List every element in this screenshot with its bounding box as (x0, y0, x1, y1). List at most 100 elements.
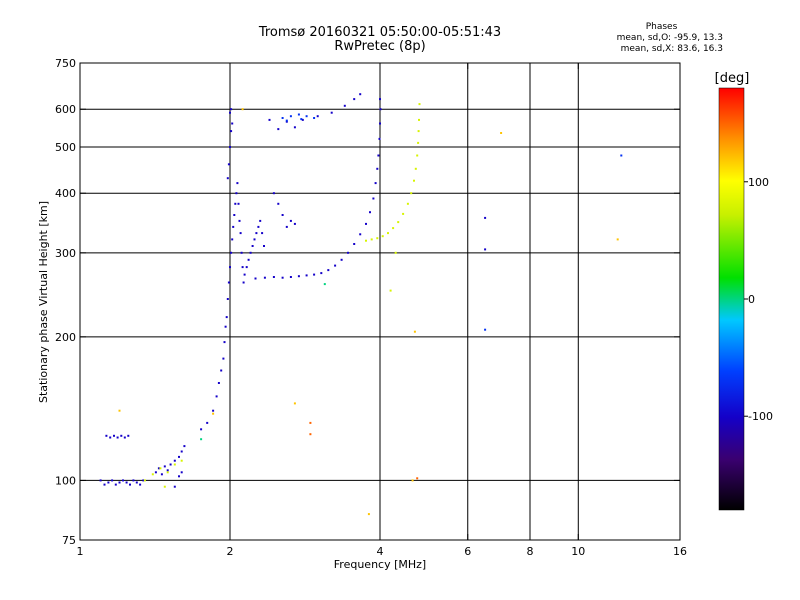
data-point (227, 163, 230, 166)
data-point (365, 222, 367, 225)
data-point (370, 238, 373, 241)
data-point (285, 120, 288, 123)
data-point (180, 471, 183, 474)
chart-title: Tromsø 20160321 05:50:00-05:51:43 (258, 25, 502, 40)
data-point (484, 216, 487, 219)
data-point (323, 283, 326, 286)
data-point (289, 276, 292, 278)
data-point (376, 237, 379, 240)
data-point (334, 264, 337, 267)
data-point (281, 276, 284, 279)
data-point (484, 328, 487, 331)
data-point (118, 481, 121, 484)
data-point (122, 479, 124, 482)
data-point (293, 126, 296, 129)
y-tick-label: 100 (55, 474, 76, 487)
data-point (263, 276, 266, 279)
data-point (397, 221, 400, 224)
data-point (178, 475, 180, 478)
data-point (180, 450, 183, 453)
data-point (297, 113, 300, 116)
data-point (309, 433, 312, 436)
data-point (367, 513, 370, 516)
data-point (225, 316, 228, 319)
data-point (226, 177, 229, 180)
data-point (369, 211, 371, 214)
data-point (212, 412, 215, 415)
y-tick-label: 200 (55, 331, 76, 344)
data-point (247, 258, 250, 261)
data-point (313, 273, 316, 276)
data-point (206, 421, 209, 424)
data-point (281, 214, 284, 216)
data-point (379, 98, 381, 101)
y-tick-label: 600 (55, 103, 76, 116)
data-point (305, 274, 308, 277)
data-point (166, 469, 169, 472)
colorbar: [deg] -100 0 100 (715, 71, 773, 511)
data-point (235, 192, 238, 195)
data-point (320, 272, 323, 275)
data-point (297, 275, 300, 278)
y-tick-label: 500 (55, 141, 76, 154)
data-point (343, 104, 346, 107)
data-point (389, 289, 392, 292)
x-tick-label: 16 (673, 545, 687, 558)
data-point (272, 192, 275, 195)
data-point (212, 409, 215, 412)
data-point (183, 445, 186, 448)
colorbar-tick-label: 100 (748, 176, 769, 189)
phase-stats-title: Phases (645, 22, 678, 32)
data-point (327, 269, 330, 272)
data-point (113, 434, 115, 437)
data-point (379, 108, 382, 111)
data-point (99, 479, 102, 482)
data-point (316, 115, 319, 118)
x-tick-label: 6 (464, 545, 471, 558)
data-point (289, 115, 292, 118)
data-point (116, 436, 119, 439)
data-point (410, 192, 413, 195)
data-point (243, 273, 246, 276)
data-point (154, 471, 157, 474)
data-point (233, 214, 236, 216)
data-point (263, 245, 265, 247)
data-point (387, 232, 389, 235)
data-point (224, 325, 227, 328)
data-point (237, 202, 240, 205)
data-point (200, 428, 203, 431)
x-tick-label: 4 (377, 545, 384, 558)
data-point (285, 119, 288, 122)
data-point (392, 227, 395, 230)
y-tick-label: 400 (55, 187, 76, 200)
data-point (220, 369, 223, 372)
data-point (484, 248, 487, 251)
data-point (159, 467, 162, 470)
data-point (234, 202, 237, 205)
data-point (249, 251, 252, 254)
data-point (114, 483, 117, 486)
data-point (240, 251, 243, 254)
x-tick-label: 8 (527, 545, 534, 558)
axis-ticks: 1 2 4 6 8 10 16 75 100 200 300 400 500 600 750 (55, 57, 687, 558)
data-point (277, 128, 280, 131)
data-point (231, 238, 234, 241)
data-point (418, 118, 420, 121)
data-point (413, 330, 416, 333)
data-point (222, 357, 225, 360)
data-point (151, 473, 154, 476)
data-point (173, 463, 176, 466)
data-point (377, 154, 380, 157)
y-tick-label: 75 (62, 534, 76, 547)
data-point (301, 118, 304, 121)
data-point (157, 467, 160, 470)
data-point (402, 212, 405, 215)
x-axis-label: Frequency [MHz] (334, 558, 426, 571)
data-point (229, 111, 231, 114)
data-point (353, 98, 356, 101)
data-point (293, 402, 296, 405)
data-point (268, 118, 271, 121)
data-point (123, 436, 126, 439)
y-axis-label: Stationary phase Virtual Height [km] (37, 201, 50, 403)
